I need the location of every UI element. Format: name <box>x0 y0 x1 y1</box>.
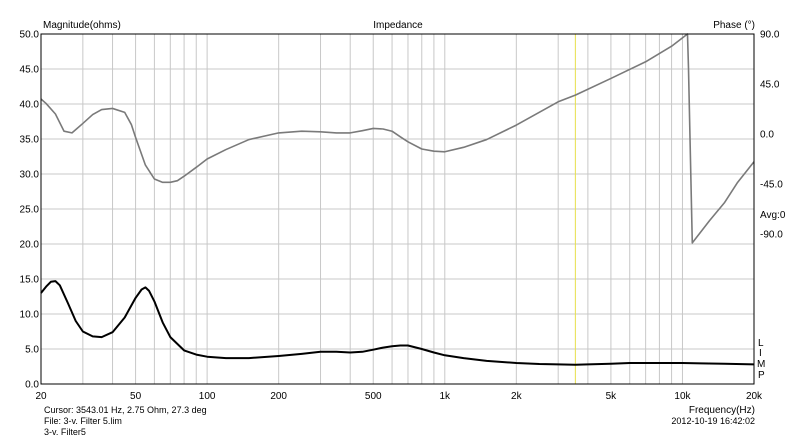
left-y-tick-label: 5.0 <box>25 345 39 356</box>
cursor-readout: Cursor: 3543.01 Hz, 2.75 Ohm, 27.3 deg <box>44 405 207 415</box>
x-tick-label: 5k <box>606 391 618 402</box>
left-y-tick-label: 35.0 <box>20 135 40 146</box>
plot-frame <box>40 33 755 385</box>
side-letter-p: P <box>758 370 765 381</box>
right-y-tick-label: -45.0 <box>760 180 783 191</box>
timestamp: 2012-10-19 16:42:02 <box>671 416 755 426</box>
side-letter-i: I <box>759 348 762 359</box>
right-y-tick-labels: 90.0 45.0 0.0 -45.0 -90.0 <box>760 30 783 241</box>
chart-title: Impedance <box>373 20 423 31</box>
right-y-tick-label: 90.0 <box>760 30 780 41</box>
curves <box>40 33 755 366</box>
x-tick-label: 500 <box>365 391 382 402</box>
side-letter-l: L <box>758 338 764 349</box>
left-y-tick-label: 15.0 <box>20 275 40 286</box>
file-label: File: 3-v. Filter 5.lim <box>44 416 122 426</box>
grid-lines <box>41 34 754 384</box>
x-tick-label: 20k <box>746 391 763 402</box>
x-tick-label: 1k <box>440 391 452 402</box>
x-tick-labels: 20 50 100 200 500 1k 2k 5k 10k 20k <box>35 391 763 402</box>
left-y-tick-label: 45.0 <box>20 65 40 76</box>
side-letter-m: M <box>757 359 765 370</box>
right-y-tick-label: 0.0 <box>760 130 774 141</box>
left-y-tick-label: 0.0 <box>25 380 39 391</box>
phase-curve <box>40 33 755 244</box>
measurement-name: 3-v. Filter5 <box>44 427 86 437</box>
left-y-tick-label: 40.0 <box>20 100 40 111</box>
magnitude-curve <box>40 280 755 366</box>
right-axis-label: Phase (°) <box>713 20 755 31</box>
x-tick-label: 50 <box>130 391 142 402</box>
x-tick-label: 100 <box>199 391 216 402</box>
left-y-tick-label: 30.0 <box>20 170 40 181</box>
left-y-tick-label: 50.0 <box>20 30 40 41</box>
avg-label: Avg:0 <box>760 210 786 221</box>
x-axis-label: Frequency(Hz) <box>689 405 755 416</box>
x-tick-label: 20 <box>35 391 47 402</box>
left-y-tick-labels: 0.0 5.0 10.0 15.0 20.0 25.0 30.0 35.0 40.0 45.0 50… <box>20 30 40 391</box>
left-axis-label: Magnitude(ohms) <box>43 20 121 31</box>
left-y-tick-label: 20.0 <box>20 240 40 251</box>
right-y-tick-label: 45.0 <box>760 80 780 91</box>
x-tick-label: 2k <box>511 391 523 402</box>
right-y-tick-label: -90.0 <box>760 230 783 241</box>
left-y-tick-label: 10.0 <box>20 310 40 321</box>
left-y-tick-label: 25.0 <box>20 205 40 216</box>
x-tick-label: 200 <box>270 391 287 402</box>
x-tick-label: 10k <box>674 391 691 402</box>
